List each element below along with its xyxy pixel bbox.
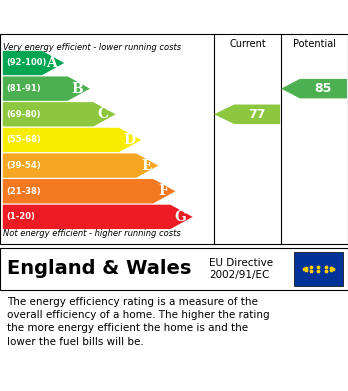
Polygon shape [214, 104, 280, 124]
Text: Energy Efficiency Rating: Energy Efficiency Rating [63, 7, 285, 23]
Polygon shape [3, 51, 64, 75]
Text: 85: 85 [315, 82, 332, 95]
Text: Current: Current [229, 39, 266, 49]
Polygon shape [3, 153, 158, 178]
Text: Very energy efficient - lower running costs: Very energy efficient - lower running co… [3, 43, 181, 52]
Text: E: E [141, 159, 151, 172]
Text: F: F [158, 184, 168, 198]
Text: Potential: Potential [293, 39, 336, 49]
Text: (39-54): (39-54) [6, 161, 41, 170]
Polygon shape [3, 128, 141, 152]
Text: EU Directive
2002/91/EC: EU Directive 2002/91/EC [209, 258, 273, 280]
Text: G: G [174, 210, 186, 224]
Polygon shape [3, 205, 193, 229]
Polygon shape [281, 79, 347, 99]
Text: The energy efficiency rating is a measure of the
overall efficiency of a home. T: The energy efficiency rating is a measur… [7, 297, 270, 346]
Text: (55-68): (55-68) [6, 135, 41, 144]
Text: (92-100): (92-100) [6, 59, 47, 68]
Text: (69-80): (69-80) [6, 110, 41, 119]
Text: Not energy efficient - higher running costs: Not energy efficient - higher running co… [3, 229, 181, 238]
Text: England & Wales: England & Wales [7, 260, 191, 278]
Polygon shape [3, 77, 90, 101]
Text: (1-20): (1-20) [6, 212, 35, 221]
Text: C: C [98, 107, 109, 121]
Text: (21-38): (21-38) [6, 187, 41, 196]
Polygon shape [3, 179, 175, 203]
Text: D: D [123, 133, 135, 147]
Text: A: A [47, 56, 57, 70]
Text: 77: 77 [248, 108, 266, 121]
Polygon shape [3, 102, 116, 127]
Bar [294, 252, 343, 286]
Text: B: B [72, 82, 84, 96]
Text: (81-91): (81-91) [6, 84, 41, 93]
